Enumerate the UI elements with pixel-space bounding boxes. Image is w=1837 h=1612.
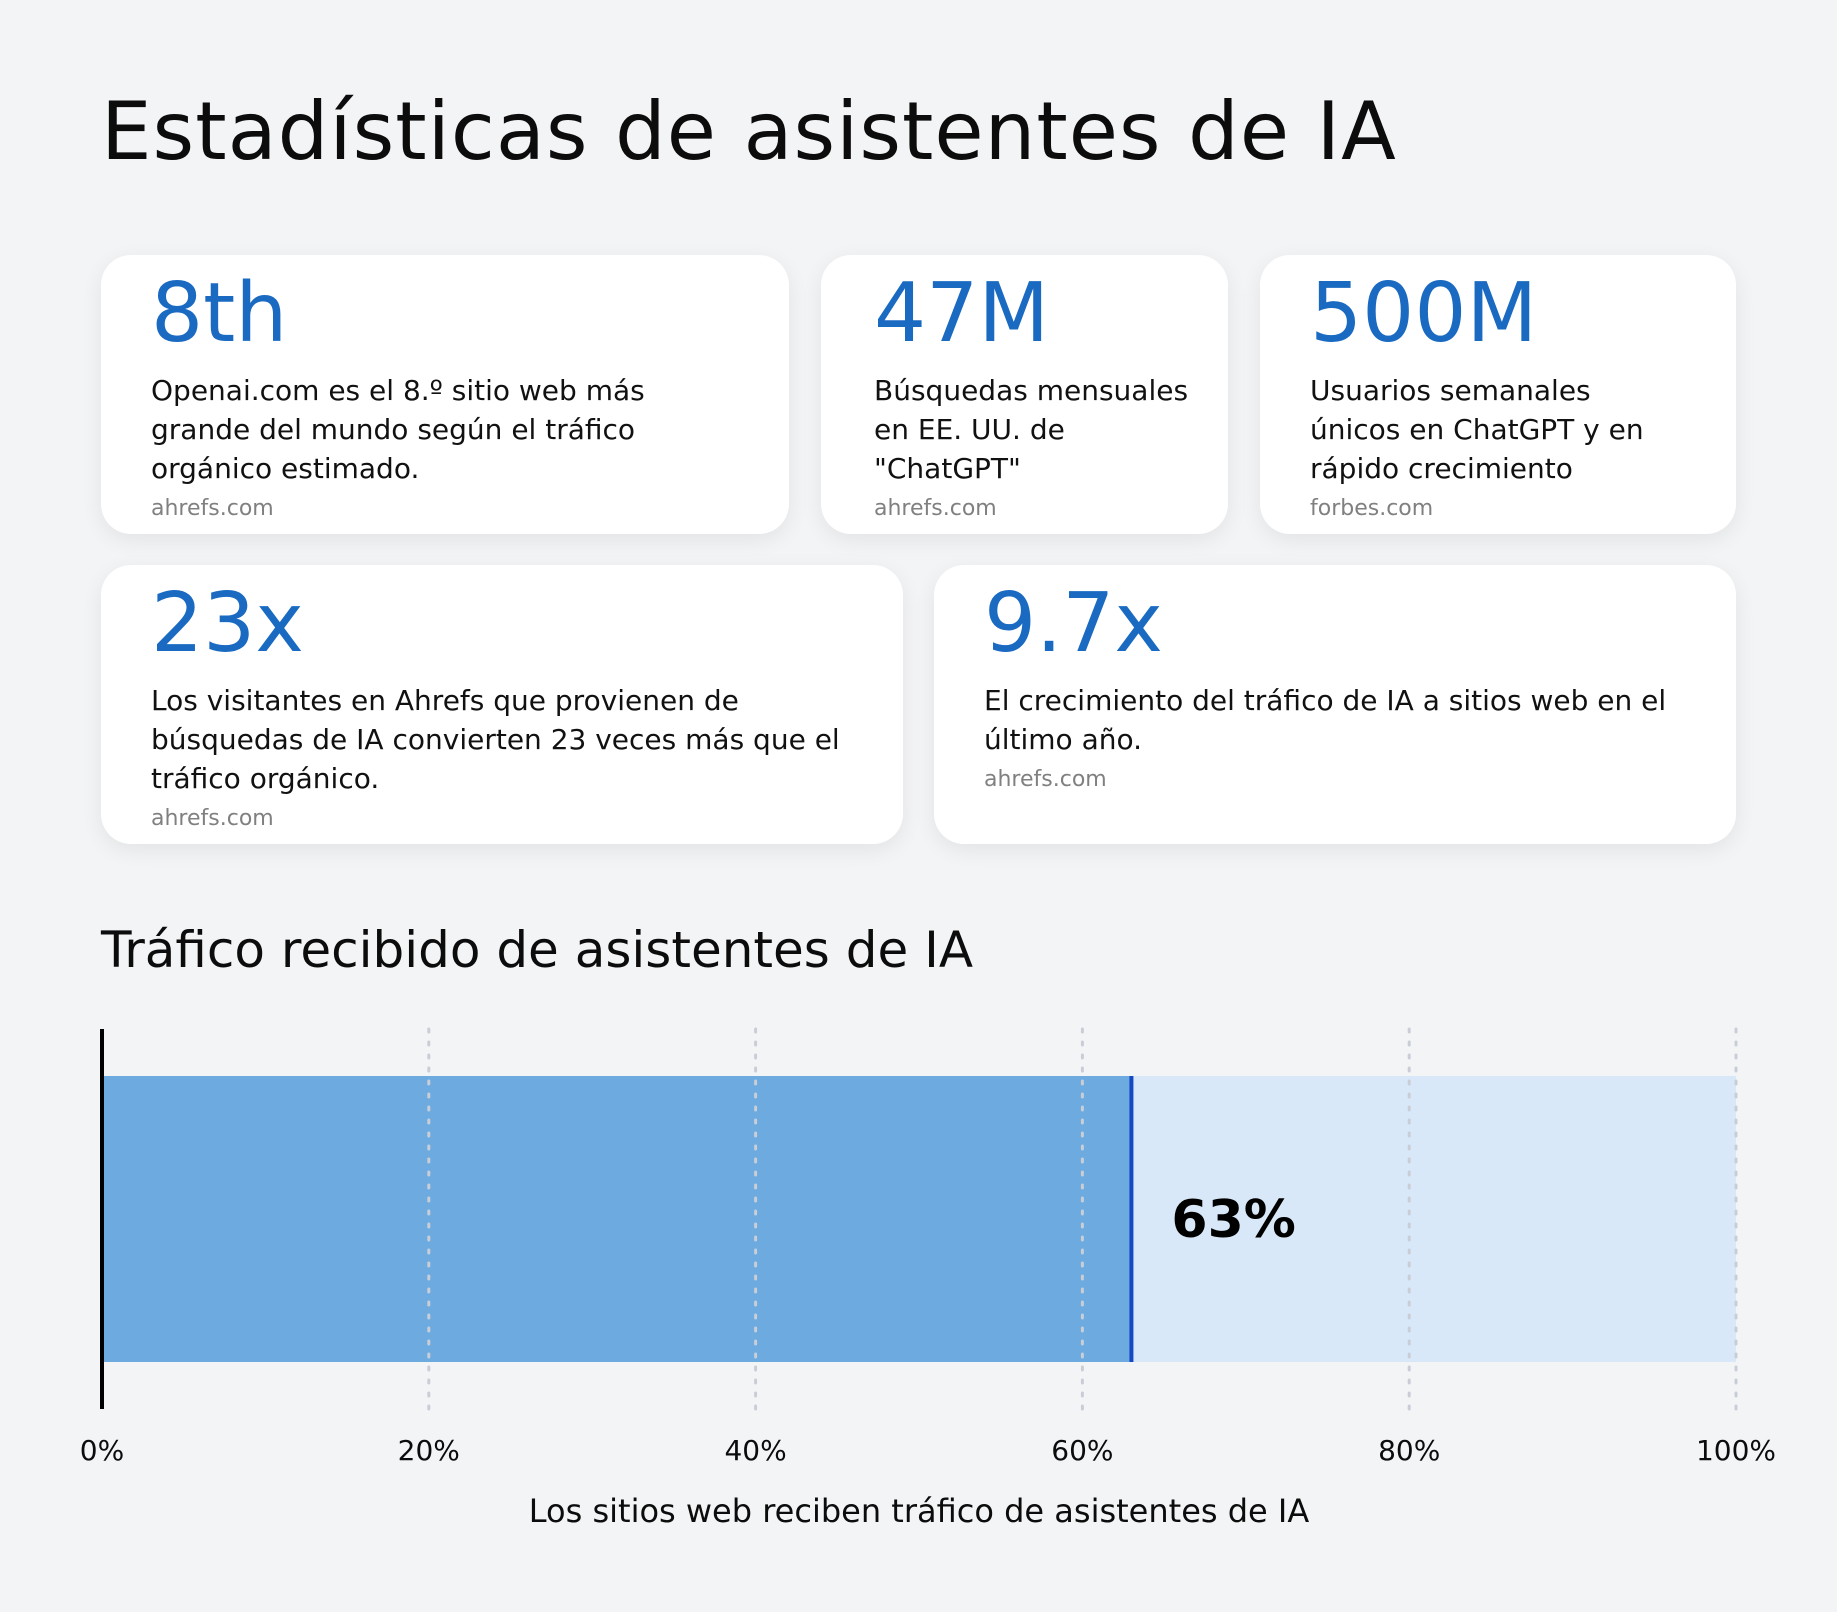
stat-value: 8th (151, 266, 288, 361)
stat-value: 9.7x (984, 576, 1163, 671)
x-axis-label: Los sitios web reciben tráfico de asiste… (528, 1492, 1310, 1530)
data-label: 63% (1171, 1190, 1295, 1250)
stat-card-conversion: 23x Los visitantes en Ahrefs que provien… (101, 565, 903, 844)
tick-label-80: 80% (1378, 1434, 1440, 1467)
stat-description: Búsquedas mensuales en EE. UU. de "ChatG… (874, 374, 1189, 485)
stat-card-openai-rank: 8th Openai.com es el 8.º sitio web más g… (101, 255, 789, 534)
stat-card-chatgpt-searches: 47M Búsquedas mensuales en EE. UU. de "C… (821, 255, 1228, 534)
stat-description: Openai.com es el 8.º sitio web más grand… (151, 374, 645, 485)
stat-source: ahrefs.com (874, 495, 997, 521)
stat-description: El crecimiento del tráfico de IA a sitio… (984, 684, 1667, 756)
tick-label-40: 40% (724, 1434, 786, 1467)
stat-source: ahrefs.com (984, 767, 1107, 792)
tick-label-100: 100% (1696, 1434, 1776, 1467)
stat-description: Usuarios semanales únicos en ChatGPT y e… (1310, 374, 1644, 485)
stat-source: ahrefs.com (151, 495, 274, 521)
tick-label-60: 60% (1051, 1434, 1113, 1467)
bar-value (102, 1076, 1132, 1362)
stat-value: 500M (1310, 266, 1538, 361)
stat-source: ahrefs.com (151, 805, 274, 831)
stat-card-traffic-growth: 9.7x El crecimiento del tráfico de IA a … (934, 565, 1736, 844)
tick-label-0: 0% (80, 1434, 124, 1467)
tick-label-20: 20% (398, 1434, 460, 1467)
stat-source: forbes.com (1310, 495, 1434, 521)
chart-title: Tráfico recibido de asistentes de IA (101, 921, 974, 979)
stat-value: 23x (151, 576, 304, 671)
stat-value: 47M (874, 266, 1050, 361)
stat-card-chatgpt-users: 500M Usuarios semanales únicos en ChatGP… (1260, 255, 1736, 534)
page-title: Estadísticas de asistentes de IA (101, 85, 1397, 178)
stat-description: Los visitantes en Ahrefs que provienen d… (151, 684, 840, 795)
